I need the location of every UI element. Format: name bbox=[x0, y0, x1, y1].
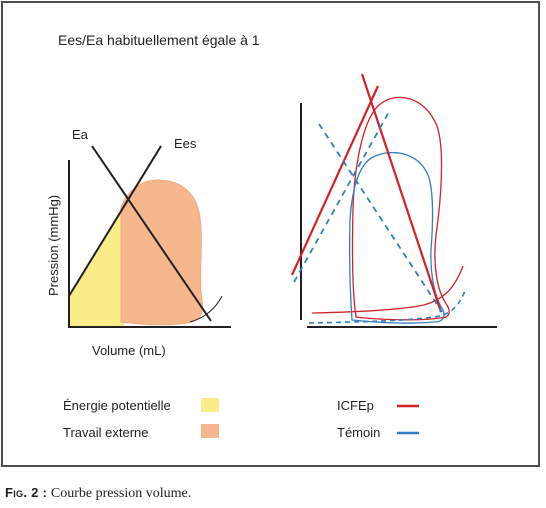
filling-curve-tail bbox=[189, 295, 223, 323]
temoin-ees-line bbox=[293, 109, 391, 283]
figure-heading: Ees/Ea habituellement égale à 1 bbox=[58, 32, 260, 48]
temoin-filling-curve bbox=[308, 287, 467, 324]
ees-label: Ees bbox=[174, 136, 197, 151]
ees-line bbox=[68, 145, 162, 297]
legend-right: ICFEp Témoin bbox=[337, 398, 419, 440]
figure-caption: Fig. 2 : Courbe pression volume. bbox=[5, 485, 191, 502]
y-axis-label: Pression (mmHg) bbox=[46, 195, 61, 296]
external-work-loop bbox=[120, 179, 203, 326]
icfep-ea-line bbox=[360, 73, 443, 313]
legend-left: Énergie potentielle Travail externe bbox=[63, 398, 219, 440]
legend-potential-energy-label: Énergie potentielle bbox=[63, 398, 171, 413]
legend-external-work-swatch bbox=[201, 424, 219, 438]
temoin-ea-line bbox=[318, 123, 443, 313]
legend-potential-energy-swatch bbox=[201, 398, 219, 412]
legend-temoin-label: Témoin bbox=[337, 425, 380, 440]
potential-energy-area bbox=[69, 205, 124, 326]
ea-line bbox=[91, 145, 212, 322]
figure-frame bbox=[1, 1, 540, 467]
icfep-filling-curve bbox=[311, 265, 464, 314]
left-panel: Ea Ees Pression (mmHg) Volume (mL) bbox=[46, 127, 231, 358]
caption-text: Courbe pression volume. bbox=[50, 486, 192, 501]
legend-external-work-label: Travail externe bbox=[63, 425, 149, 440]
right-panel bbox=[290, 73, 497, 328]
icfep-pv-loop bbox=[351, 96, 450, 321]
legend-icfep-label: ICFEp bbox=[337, 398, 374, 413]
caption-label: Fig. 2 : bbox=[5, 485, 48, 500]
ea-label: Ea bbox=[72, 127, 89, 142]
icfep-ees-line bbox=[290, 85, 380, 276]
x-axis-label: Volume (mL) bbox=[92, 343, 166, 358]
